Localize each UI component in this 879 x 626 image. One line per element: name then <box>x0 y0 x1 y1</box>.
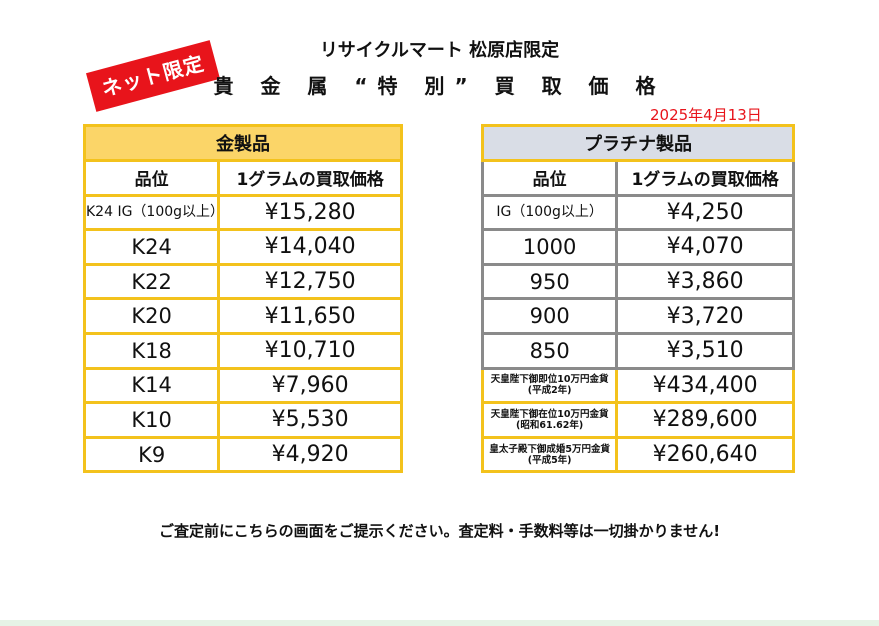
store-name: リサイクルマート 松原店限定 <box>319 40 560 61</box>
gold-grade-cell: K24 IG（100g以上） <box>82 193 224 232</box>
platinum-grade-cell: 850 <box>480 331 619 370</box>
gold-price-cell: ¥14,040 <box>217 228 403 266</box>
platinum-grade-cell: IG（100g以上） <box>480 193 619 232</box>
coin-price-cell: ¥434,400 <box>615 366 795 405</box>
table-row: 850 ¥3,510 <box>480 331 795 370</box>
price-date: 2025年4月13日 <box>650 106 762 124</box>
coin-name-cell: 皇太子殿下御成婚5万円金貨(平成5年) <box>480 435 619 474</box>
gold-grade-cell: K22 <box>82 262 221 301</box>
gold-price-cell: ¥15,280 <box>217 193 403 232</box>
gold-price-cell: ¥10,710 <box>217 331 403 370</box>
platinum-price-cell: ¥4,250 <box>615 193 795 232</box>
table-row: 1000 ¥4,070 <box>480 228 795 266</box>
platinum-price-cell: ¥4,070 <box>615 228 795 266</box>
table-row: 皇太子殿下御成婚5万円金貨(平成5年) ¥260,640 <box>480 435 795 474</box>
gold-grade-cell: K9 <box>82 435 221 474</box>
gold-price-cell: ¥7,960 <box>217 366 403 405</box>
page-title: 貴 金 属 “特 別” 買 取 価 格 <box>213 74 666 98</box>
table-row: K24 IG（100g以上） ¥15,280 <box>82 193 403 232</box>
platinum-grade-cell: 1000 <box>480 228 619 266</box>
bottom-divider <box>0 620 879 626</box>
gold-price-table: 金製品 品位 1グラムの買取価格 K24 IG（100g以上） ¥15,280 … <box>82 124 403 474</box>
table-row: K22 ¥12,750 <box>82 262 403 301</box>
table-row: 950 ¥3,860 <box>480 262 795 301</box>
coin-price-cell: ¥260,640 <box>615 435 795 474</box>
platinum-price-cell: ¥3,860 <box>615 262 795 301</box>
gold-grade-header: 品位 <box>82 159 221 197</box>
table-row: 900 ¥3,720 <box>480 297 795 335</box>
platinum-grade-cell: 900 <box>480 297 619 335</box>
gold-table-heading: 金製品 <box>83 124 403 162</box>
table-row: 天皇陛下御即位10万円金貨(平成2年) ¥434,400 <box>480 366 795 405</box>
platinum-table-heading: プラチナ製品 <box>481 124 795 162</box>
gold-price-cell: ¥11,650 <box>217 297 403 335</box>
gold-grade-cell: K14 <box>82 366 221 405</box>
table-row: IG（100g以上） ¥4,250 <box>480 193 795 232</box>
table-row: K14 ¥7,960 <box>82 366 403 405</box>
gold-grade-cell: K10 <box>82 401 221 439</box>
platinum-grade-cell: 950 <box>480 262 619 301</box>
coin-price-cell: ¥289,600 <box>615 401 795 439</box>
platinum-price-header: 1グラムの買取価格 <box>615 159 795 197</box>
gold-grade-cell: K18 <box>82 331 221 370</box>
gold-price-cell: ¥12,750 <box>217 262 403 301</box>
coin-name-cell: 天皇陛下御即位10万円金貨(平成2年) <box>480 366 619 405</box>
footer-note: ご査定前にこちらの画面をご提示ください。査定料・手数料等は一切掛かりません! <box>158 522 721 540</box>
table-row: K20 ¥11,650 <box>82 297 403 335</box>
table-row: 天皇陛下御在位10万円金貨(昭和61.62年) ¥289,600 <box>480 401 795 439</box>
platinum-price-table: プラチナ製品 品位 1グラムの買取価格 IG（100g以上） ¥4,250 10… <box>480 124 795 474</box>
table-row: K18 ¥10,710 <box>82 331 403 370</box>
table-row: K9 ¥4,920 <box>82 435 403 474</box>
gold-grade-cell: K20 <box>82 297 221 335</box>
gold-price-header: 1グラムの買取価格 <box>217 159 403 197</box>
platinum-price-cell: ¥3,720 <box>615 297 795 335</box>
table-row: K10 ¥5,530 <box>82 401 403 439</box>
gold-price-cell: ¥4,920 <box>217 435 403 474</box>
gold-grade-cell: K24 <box>82 228 221 266</box>
gold-price-cell: ¥5,530 <box>217 401 403 439</box>
table-row: K24 ¥14,040 <box>82 228 403 266</box>
platinum-price-cell: ¥3,510 <box>615 331 795 370</box>
coin-name-cell: 天皇陛下御在位10万円金貨(昭和61.62年) <box>480 401 619 439</box>
platinum-grade-header: 品位 <box>480 159 619 197</box>
